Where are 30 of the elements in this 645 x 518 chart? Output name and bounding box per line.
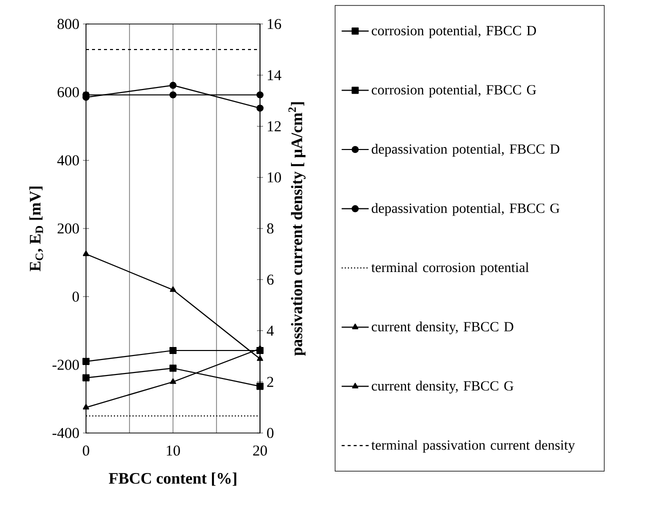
y2-tick-label: 12 [268, 121, 281, 132]
y2-tick-label: 10 [268, 172, 281, 182]
y2-tick-label: 14 [268, 70, 282, 80]
legend-label: corrosion potential, FBCC G [372, 84, 536, 98]
y-tick-label: -400 [52, 428, 79, 438]
y2-tick-label: 8 [267, 223, 274, 234]
legend-label: terminal corrosion potential [371, 262, 529, 276]
y2-tick-label: 16 [268, 18, 282, 30]
x-axis-title: FBCC content [%] [108, 472, 236, 486]
legend-label: depassivation potential, FBCC D [372, 144, 560, 157]
y-tick-label: 400 [57, 155, 79, 166]
x-tick-label: 0 [82, 446, 90, 456]
y2-tick-label: 6 [267, 274, 274, 285]
y2-tick-label: 0 [267, 428, 274, 438]
legend-label: current density, FBCC D [372, 322, 514, 334]
y-tick-label: -200 [52, 360, 79, 370]
legend-label: current density, FBCC G [372, 380, 514, 394]
y-tick-label: 200 [58, 223, 79, 234]
legend-label: depassivation potential, FBCC G [372, 203, 560, 216]
y-tick-label: 800 [58, 18, 79, 30]
y2-tick-label: 4 [266, 326, 274, 336]
text: E$_{C}$, E$_{D}$ [mV] [29, 186, 44, 272]
x-tick-label: 20 [253, 446, 267, 456]
y2-tick-label: 2 [267, 376, 274, 387]
text: passivation current density [ μA/cm$^{2}$] [288, 102, 306, 356]
legend-label: terminal passivation current density [371, 440, 575, 453]
y-tick-label: 0 [72, 292, 79, 302]
legend-label: corrosion potential, FBCC D [372, 25, 536, 38]
x-tick-label: 10 [166, 446, 180, 456]
y-tick-label: 600 [58, 87, 79, 98]
